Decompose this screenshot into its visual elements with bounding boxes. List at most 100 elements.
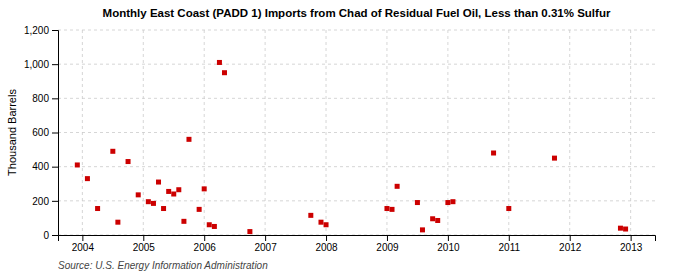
y-tick-label: 400 [32, 161, 49, 172]
y-tick: 600 [32, 127, 58, 138]
y-tick-mark [52, 30, 58, 31]
point [318, 220, 323, 225]
x-tick: 2012 [559, 235, 582, 253]
x-grid-line [326, 30, 327, 235]
x-grid-line [265, 30, 266, 235]
x-tick: 2008 [315, 235, 338, 253]
y-tick-mark [52, 64, 58, 65]
point [176, 187, 181, 192]
x-tick: 2009 [376, 235, 399, 253]
y-tick: 800 [32, 93, 58, 104]
x-tick-label: 2012 [559, 242, 582, 253]
x-tick: 2011 [499, 235, 521, 253]
point [136, 192, 141, 197]
y-tick: 0 [43, 230, 58, 241]
y-tick-mark [52, 235, 58, 236]
point [430, 216, 435, 221]
x-tick-label: 2004 [72, 242, 95, 253]
x-tick-label: 2006 [194, 242, 217, 253]
y-grid-line [58, 98, 655, 99]
y-axis-title: Thousand Barrels [6, 89, 18, 176]
point [166, 189, 171, 194]
point [308, 213, 313, 218]
point [186, 137, 191, 142]
x-tick-label: 2009 [376, 242, 399, 253]
point [202, 186, 207, 191]
x-tick: 2013 [620, 235, 643, 253]
x-tick-label: 2005 [133, 242, 156, 253]
x-tick-label: 2010 [437, 242, 460, 253]
x-tick-label: 2008 [315, 242, 338, 253]
x-grid-line [82, 30, 83, 235]
x-grid-line [630, 30, 631, 235]
point [491, 151, 496, 156]
x-tick-mark [448, 235, 449, 241]
point [75, 162, 80, 167]
point [506, 206, 511, 211]
point [161, 206, 166, 211]
x-tick-mark [143, 235, 144, 241]
y-axis-line [52, 31, 59, 236]
x-tick-mark [631, 235, 632, 241]
x-tick-label: 2007 [254, 242, 277, 253]
point [212, 224, 217, 229]
y-tick-mark [52, 98, 58, 99]
point [247, 229, 252, 234]
x-grid-line [508, 30, 509, 235]
x-tick-label: 2011 [499, 242, 521, 253]
y-tick-label: 1,000 [24, 59, 49, 70]
y-grid-line [58, 166, 655, 167]
y-tick-label: 1,200 [24, 25, 49, 36]
y-axis: 0 200 400 600 800 1,000 1,200 [24, 25, 59, 241]
point [618, 226, 623, 231]
x-tick-mark [326, 235, 327, 241]
y-tick-label: 800 [32, 93, 49, 104]
point [115, 220, 120, 225]
x-tick: 2006 [194, 235, 217, 253]
y-grid-line [58, 64, 655, 65]
point [390, 207, 395, 212]
point [445, 200, 450, 205]
y-tick-mark [52, 133, 58, 134]
point [420, 227, 425, 232]
point [217, 60, 222, 65]
x-tick-mark [204, 235, 205, 241]
point [126, 159, 131, 164]
point [110, 149, 115, 154]
y-tick-mark [52, 167, 58, 168]
chart-container: 2004 2005 2006 2007 2008 2009 2010 2011 2012 2013… [0, 0, 675, 275]
point [324, 222, 329, 227]
y-tick: 200 [32, 196, 58, 207]
x-axis: 2004 2005 2006 2007 2008 2009 2010 2011 2012 2013 [59, 235, 656, 253]
point [207, 222, 212, 227]
x-tick-mark [570, 235, 571, 241]
source-note: Source: U.S. Energy Information Administ… [58, 260, 268, 271]
point [181, 219, 186, 224]
y-tick-label: 600 [32, 127, 49, 138]
x-tick: 2005 [133, 235, 156, 253]
point [552, 156, 557, 161]
point [171, 192, 176, 197]
x-tick: 2010 [437, 235, 460, 253]
point [450, 199, 455, 204]
point [415, 200, 420, 205]
point [146, 199, 151, 204]
x-grid-line [143, 30, 144, 235]
point [384, 206, 389, 211]
x-tick-mark [82, 235, 83, 241]
point [222, 70, 227, 75]
chart-svg: 2004 2005 2006 2007 2008 2009 2010 2011 2012 2013… [0, 0, 675, 275]
x-grid-line [386, 30, 387, 235]
y-tick: 400 [32, 161, 58, 172]
y-tick: 1,000 [24, 59, 58, 70]
point [85, 176, 90, 181]
x-tick-mark [265, 235, 266, 241]
x-tick-mark [387, 235, 388, 241]
x-tick-label: 2013 [620, 242, 643, 253]
point [156, 180, 161, 185]
point [623, 227, 628, 232]
point [95, 206, 100, 211]
y-tick-label: 200 [32, 196, 49, 207]
x-grid-line [204, 30, 205, 235]
y-grid-line [58, 132, 655, 133]
